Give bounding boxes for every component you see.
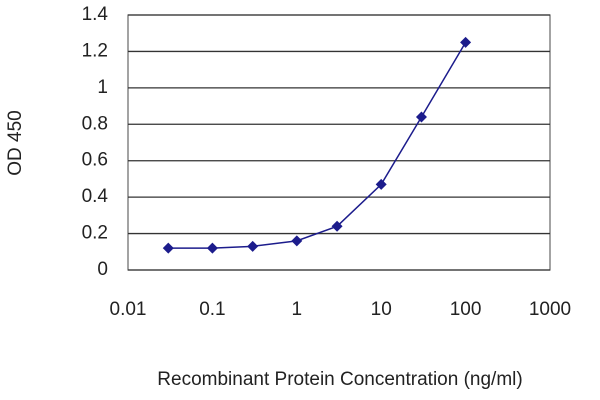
plot-area [127, 14, 551, 271]
x-tick-label: 0.01 [110, 299, 147, 320]
x-tick-label: 0.1 [199, 299, 225, 320]
x-tick-label: 100 [450, 299, 482, 320]
data-point [247, 240, 259, 252]
data-point [375, 178, 387, 190]
data-point [331, 220, 343, 232]
data-point [415, 111, 427, 123]
y-tick-label: 1.4 [82, 4, 109, 25]
y-tick-label: 0.4 [82, 186, 109, 207]
y-tick-label: 0.2 [82, 223, 108, 244]
data-point [206, 242, 218, 254]
x-tick-label: 1 [292, 299, 303, 320]
data-point [162, 242, 174, 254]
y-tick-label: 0.6 [82, 150, 108, 171]
y-tick-label: 0.8 [82, 113, 108, 134]
y-axis-label: OD 450 [5, 110, 26, 175]
data-point [460, 36, 472, 48]
data-line [168, 41, 467, 249]
y-tick-label: 1 [97, 77, 108, 98]
data-point [291, 235, 303, 247]
x-axis-label: Recombinant Protein Concentration (ng/ml… [157, 369, 522, 390]
x-tick-label: 10 [371, 299, 392, 320]
x-tick-label: 1000 [529, 299, 571, 320]
y-tick-label: 1.2 [82, 40, 108, 61]
y-tick-label: 0 [97, 259, 108, 280]
